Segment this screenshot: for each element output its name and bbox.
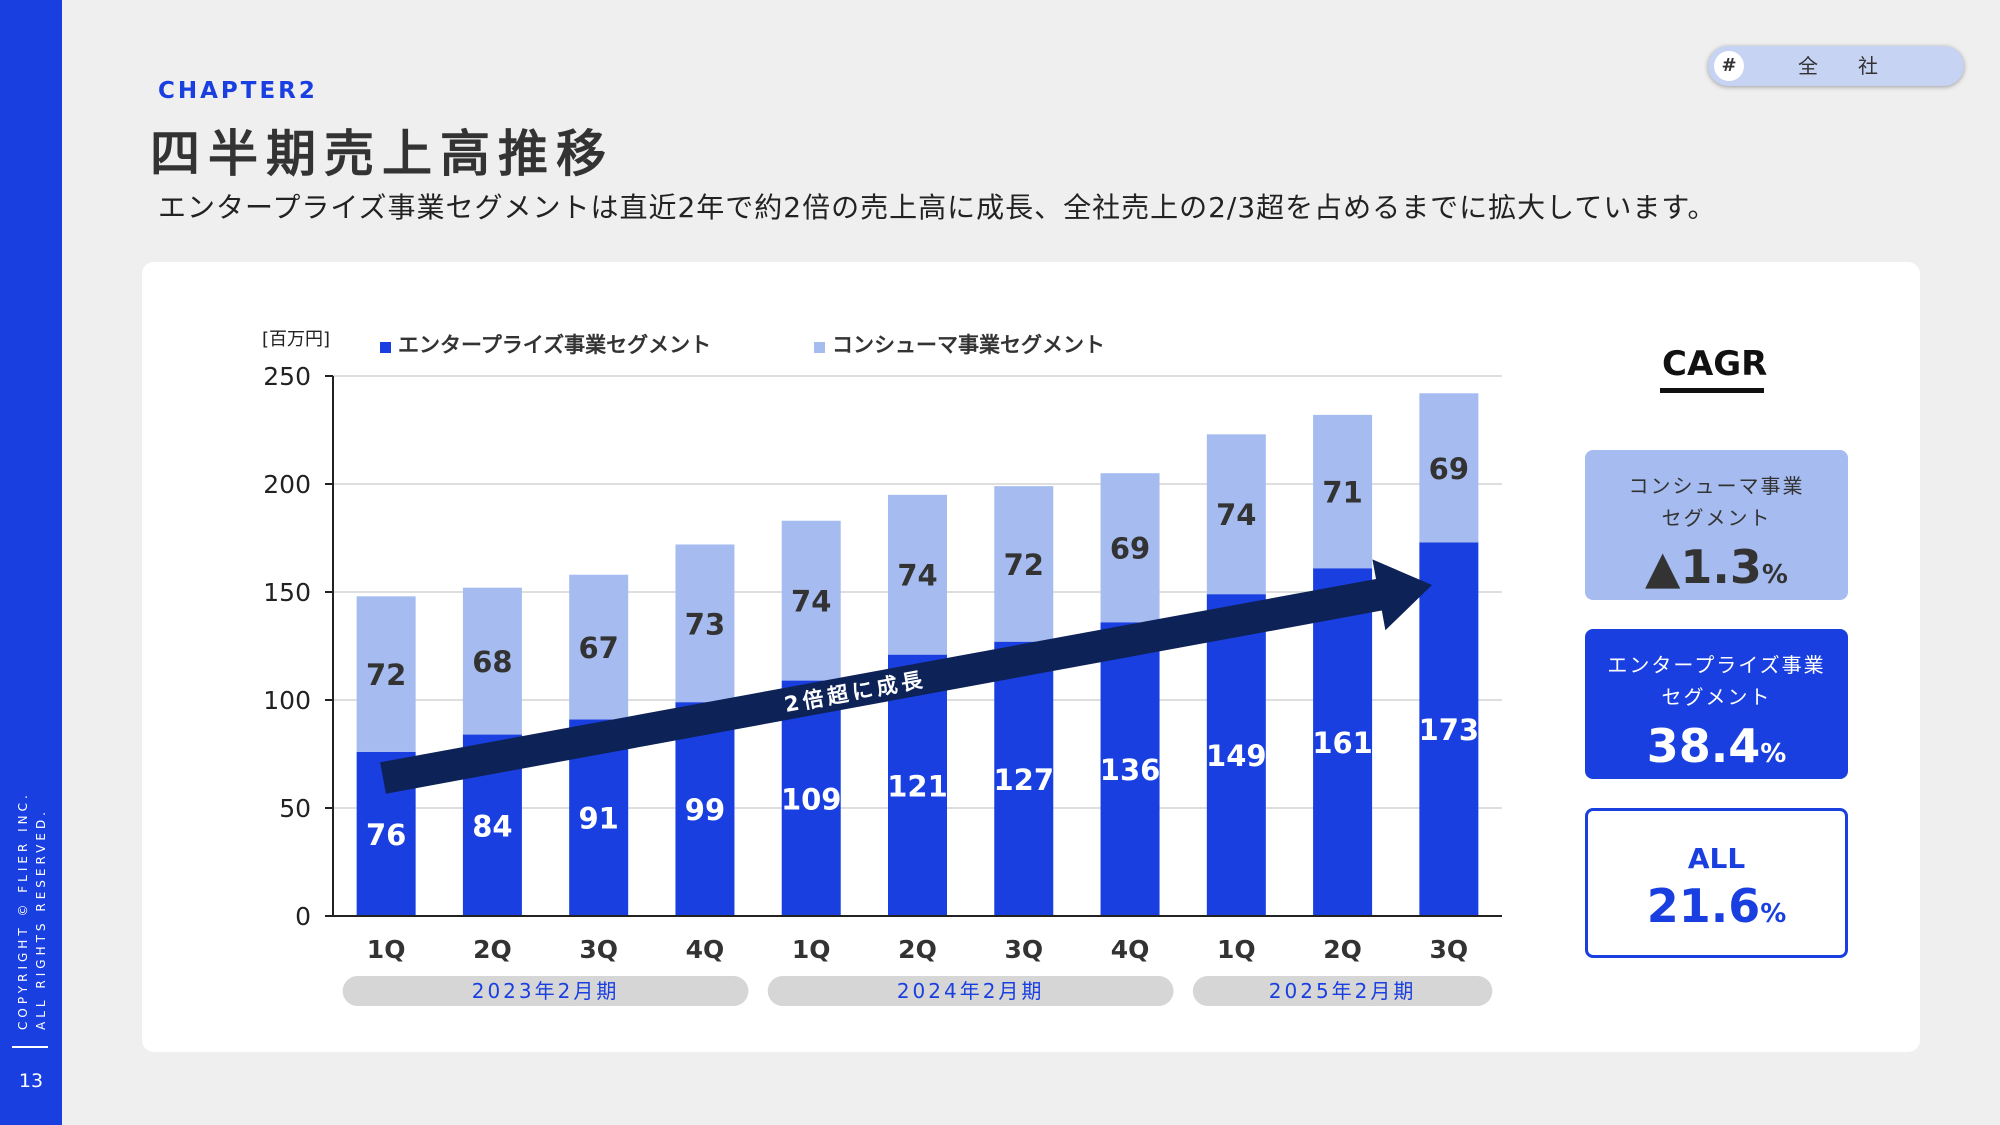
data-label-consumer: 74 bbox=[791, 585, 831, 619]
bar-enterprise bbox=[994, 641, 1054, 916]
bar-consumer bbox=[462, 587, 522, 735]
data-label-consumer: 69 bbox=[1429, 452, 1469, 486]
x-tick-label: 2Q bbox=[1323, 935, 1362, 964]
data-label-enterprise: 161 bbox=[1312, 726, 1373, 760]
data-label-enterprise: 84 bbox=[472, 809, 512, 843]
bar-enterprise bbox=[1206, 594, 1266, 916]
page-subtitle: エンタープライズ事業セグメントは直近2年で約2倍の売上高に成長、全社売上の2/3… bbox=[158, 191, 1717, 224]
legend-label-enterprise: エンタープライズ事業セグメント bbox=[398, 333, 711, 357]
data-label-consumer: 72 bbox=[1004, 548, 1044, 582]
bar-consumer bbox=[1419, 393, 1479, 543]
cagr-consumer-value-wrap: ▲1.3% bbox=[1585, 540, 1848, 594]
data-label-enterprise: 109 bbox=[781, 782, 842, 816]
cagr-enterprise-label: エンタープライズ事業 セグメント bbox=[1607, 653, 1826, 709]
data-label-enterprise: 127 bbox=[993, 763, 1054, 797]
bar-consumer bbox=[994, 486, 1054, 642]
bar-consumer bbox=[356, 596, 416, 752]
hash-icon: # bbox=[1714, 51, 1744, 81]
fiscal-year-pill bbox=[342, 976, 749, 1006]
y-tick-label: 0 bbox=[295, 902, 311, 931]
cagr-consumer-unit: % bbox=[1761, 560, 1788, 590]
fiscal-year-label: 2024年2月期 bbox=[897, 979, 1045, 1003]
data-label-enterprise: 121 bbox=[887, 769, 948, 803]
data-label-consumer: 74 bbox=[1216, 498, 1256, 532]
cagr-consumer-box: コンシューマ事業 セグメント ▲1.3% bbox=[1585, 450, 1848, 600]
data-label-consumer: 68 bbox=[472, 645, 512, 679]
bar-enterprise bbox=[1313, 568, 1373, 916]
data-label-enterprise: 76 bbox=[366, 818, 406, 852]
cagr-all-label: ALL bbox=[1687, 842, 1746, 875]
bar-consumer bbox=[569, 574, 629, 720]
category-tag: # 全社 bbox=[1708, 46, 1964, 86]
chapter-label: CHAPTER2 bbox=[158, 78, 318, 104]
cagr-all-value: 21.6 bbox=[1646, 879, 1761, 933]
data-label-consumer: 71 bbox=[1322, 476, 1362, 510]
data-label-consumer: 67 bbox=[579, 631, 619, 665]
cagr-underline bbox=[1660, 388, 1764, 393]
bar-consumer bbox=[781, 520, 841, 681]
y-tick-label: 100 bbox=[263, 686, 311, 715]
bar-consumer bbox=[1313, 414, 1373, 569]
bar-enterprise bbox=[1100, 622, 1160, 916]
fiscal-year-label: 2023年2月期 bbox=[472, 979, 620, 1003]
cagr-enterprise-value: 38.4 bbox=[1646, 719, 1761, 773]
data-label-enterprise: 149 bbox=[1206, 739, 1267, 773]
fiscal-year-pill bbox=[1192, 976, 1493, 1006]
x-tick-label: 4Q bbox=[686, 935, 725, 964]
y-tick-label: 150 bbox=[263, 578, 311, 607]
unit-label: [百万円] bbox=[262, 329, 330, 350]
x-tick-label: 3Q bbox=[1004, 935, 1043, 964]
bar-consumer bbox=[1100, 473, 1160, 623]
sidebar: COPYRIGHT © FLIER INC. ALL RIGHTS RESERV… bbox=[0, 0, 62, 1125]
cagr-enterprise-box: エンタープライズ事業 セグメント 38.4% bbox=[1585, 629, 1848, 779]
x-tick-label: 1Q bbox=[1217, 935, 1256, 964]
category-tag-label: 全社 bbox=[1798, 54, 1918, 78]
x-tick-label: 2Q bbox=[898, 935, 937, 964]
bar-consumer bbox=[675, 544, 735, 703]
x-tick-label: 3Q bbox=[1430, 935, 1469, 964]
bar-consumer bbox=[1206, 434, 1266, 595]
x-tick-label: 3Q bbox=[579, 935, 618, 964]
page-number: 13 bbox=[18, 1070, 44, 1092]
legend-label-consumer: コンシューマ事業セグメント bbox=[832, 333, 1105, 357]
data-label-enterprise: 91 bbox=[579, 802, 619, 836]
data-label-consumer: 72 bbox=[366, 658, 406, 692]
legend-swatch-consumer bbox=[814, 342, 825, 353]
bar-enterprise bbox=[781, 680, 841, 916]
x-tick-label: 1Q bbox=[792, 935, 831, 964]
data-label-enterprise: 99 bbox=[685, 793, 725, 827]
data-label-consumer: 73 bbox=[685, 607, 725, 641]
cagr-consumer-value: ▲1.3 bbox=[1645, 540, 1762, 594]
cagr-title: CAGR bbox=[1662, 344, 1768, 384]
fiscal-year-label: 2025年2月期 bbox=[1269, 979, 1417, 1003]
legend-swatch-enterprise bbox=[380, 342, 391, 353]
data-label-enterprise: 173 bbox=[1419, 713, 1480, 747]
x-tick-label: 2Q bbox=[473, 935, 512, 964]
cagr-enterprise-value-wrap: 38.4% bbox=[1585, 719, 1848, 773]
cagr-consumer-label: コンシューマ事業 セグメント bbox=[1628, 474, 1805, 530]
cagr-all-box: ALL 21.6% bbox=[1585, 808, 1848, 958]
x-tick-label: 1Q bbox=[367, 935, 406, 964]
data-label-consumer: 69 bbox=[1110, 532, 1150, 566]
bar-consumer bbox=[888, 494, 947, 655]
cagr-enterprise-unit: % bbox=[1760, 739, 1787, 769]
cagr-all-unit: % bbox=[1760, 899, 1787, 929]
data-label-enterprise: 136 bbox=[1100, 753, 1161, 787]
fiscal-year-pill bbox=[767, 976, 1174, 1006]
y-tick-label: 250 bbox=[263, 362, 311, 391]
x-tick-label: 4Q bbox=[1111, 935, 1150, 964]
page-title: 四半期売上高推移 bbox=[150, 125, 614, 183]
cagr-all-value-wrap: 21.6% bbox=[1588, 879, 1845, 933]
y-tick-label: 50 bbox=[279, 794, 311, 823]
sidebar-divider bbox=[12, 1046, 48, 1048]
data-label-consumer: 74 bbox=[897, 559, 937, 593]
bar-enterprise bbox=[1419, 542, 1479, 916]
growth-arrow bbox=[380, 559, 1433, 794]
y-tick-label: 200 bbox=[263, 470, 311, 499]
